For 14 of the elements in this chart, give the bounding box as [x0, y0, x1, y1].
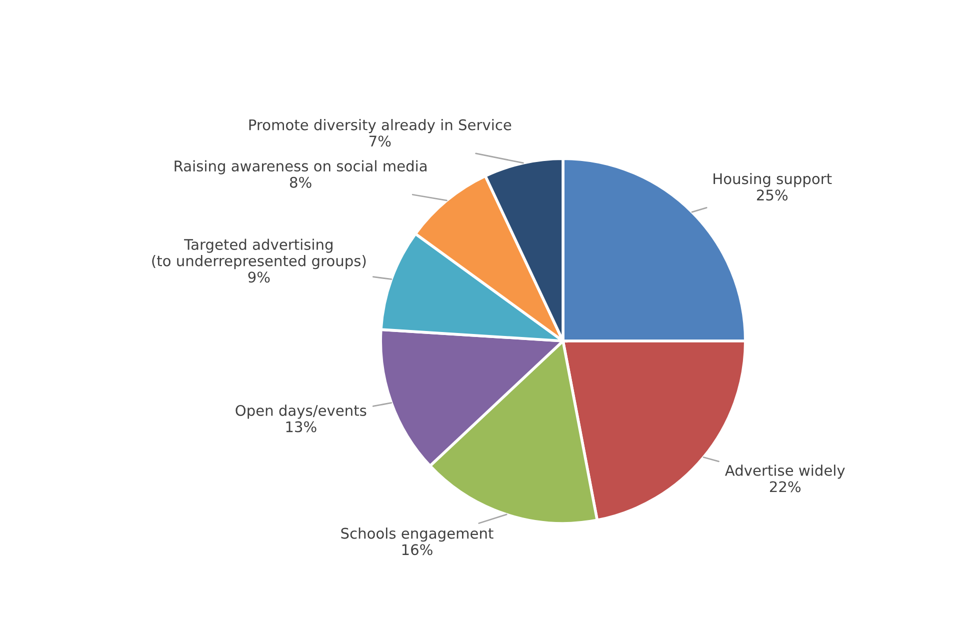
data-label: 13%: [286, 421, 316, 432]
data-label: 16%: [402, 544, 432, 556]
slice-label: Housing support: [714, 172, 832, 188]
slice-label: Targeted advertising (to underrepresented groups): [152, 238, 366, 270]
slice-label: Open days/events: [236, 404, 366, 419]
data-label: 25%: [756, 190, 788, 201]
data-label: 7%: [370, 136, 391, 147]
data-label: 9%: [248, 272, 270, 283]
data-label: 8%: [290, 176, 312, 188]
slice-label: Raising awareness on social media: [174, 160, 426, 174]
slice-label: Promote diversity already in Service: [249, 119, 512, 134]
data-label: 22%: [770, 481, 801, 492]
slice-label: Advertise widely: [725, 464, 845, 479]
slice-label: Schools engagement: [341, 528, 494, 542]
